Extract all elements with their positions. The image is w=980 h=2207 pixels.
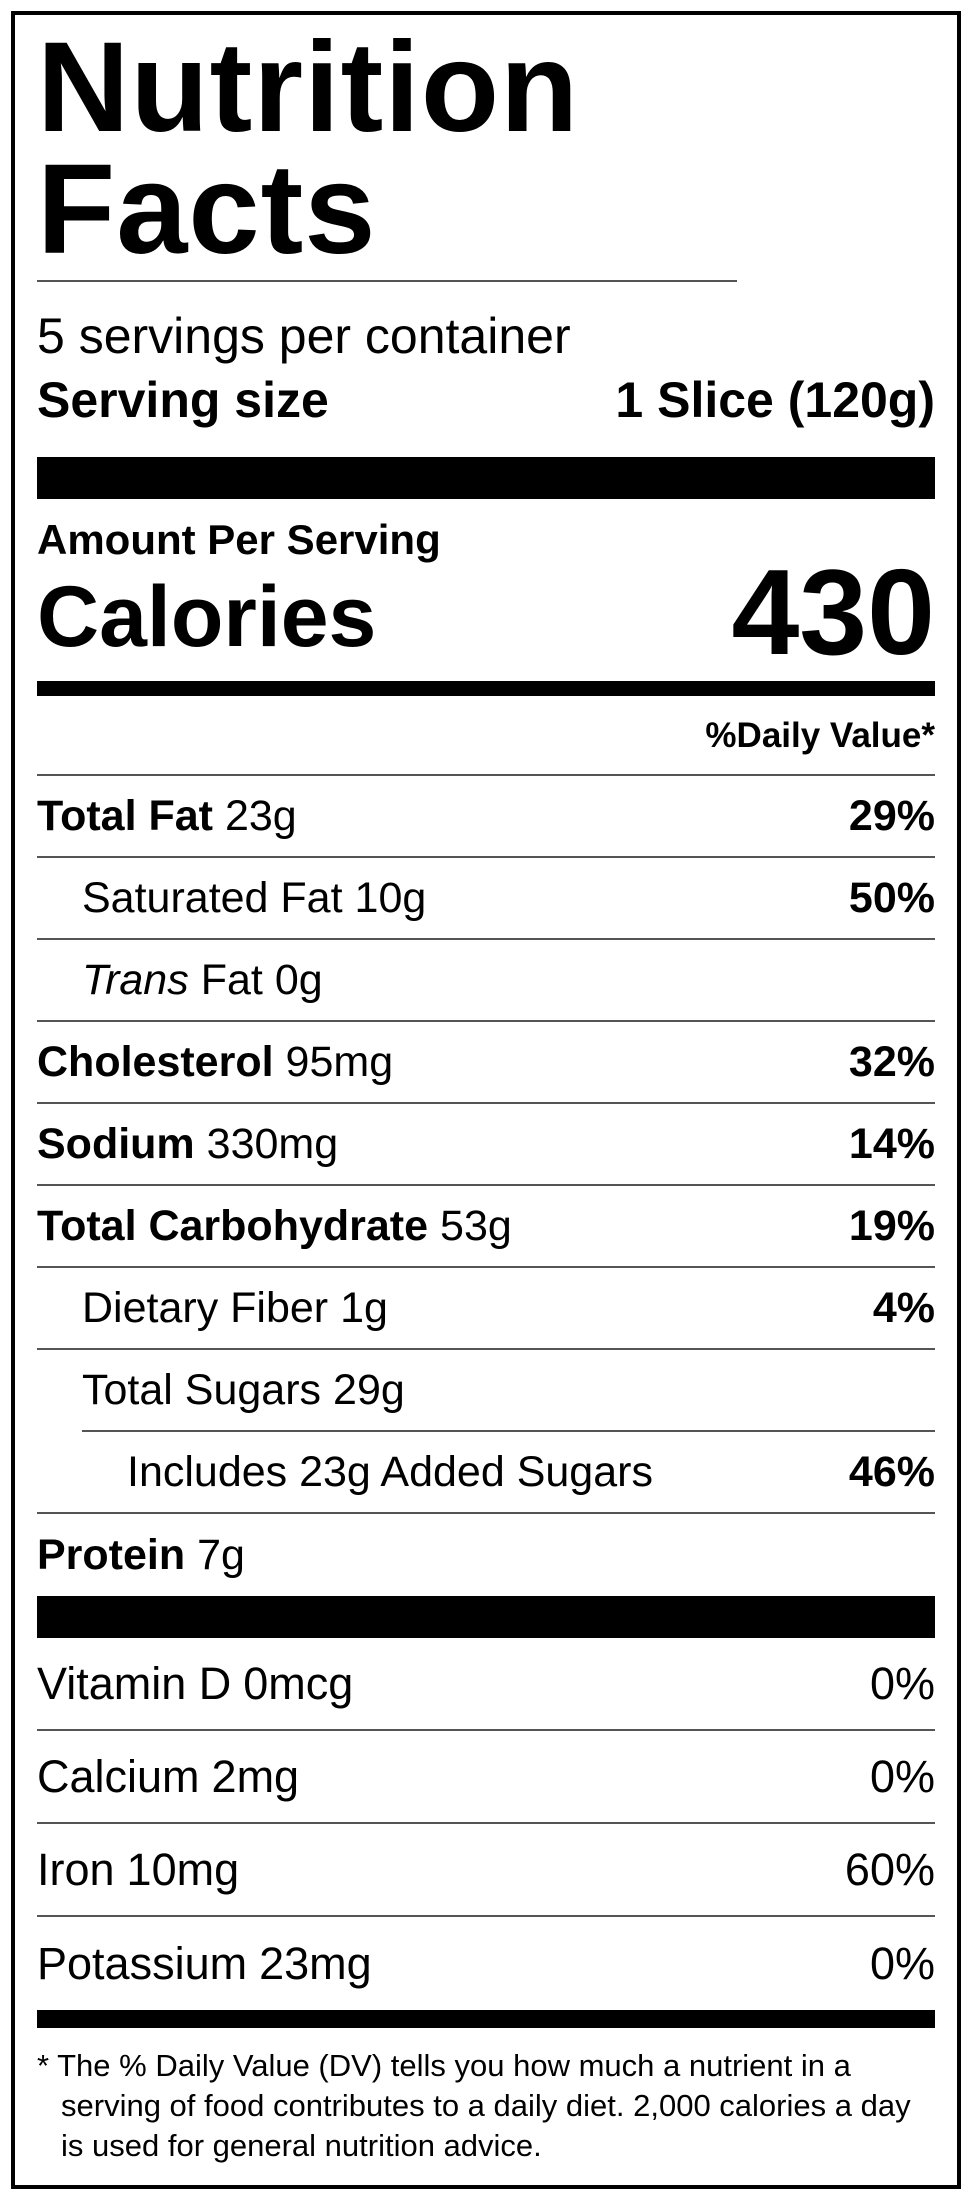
nutrient-name: Dietary Fiber (82, 1283, 329, 1332)
nutrient-text: Includes 23g Added Sugars (127, 1447, 653, 1496)
vitamin-name: Vitamin D (37, 1657, 232, 1709)
calories-label: Calories (37, 569, 377, 665)
nutrient-amount: 95mg (285, 1037, 394, 1086)
nutrient-amount: 330mg (206, 1119, 339, 1168)
calories-value: 430 (731, 544, 935, 680)
nutrient-amount: 0g (274, 955, 323, 1004)
nutrient-name: Cholesterol (37, 1037, 274, 1086)
nutrient-row: Total Carbohydrate 53g 19% (37, 1186, 935, 1268)
serving-info: 5 servings per container Serving size 1 … (37, 282, 935, 457)
serving-size-label: Serving size (37, 372, 329, 428)
serving-size-row: Serving size 1 Slice (120g) (37, 368, 935, 432)
daily-value: 14% (848, 1119, 935, 1168)
daily-value: 4% (872, 1283, 935, 1332)
servings-per-container: 5 servings per container (37, 308, 571, 364)
nutrient-row: Total Sugars 29g (82, 1350, 935, 1432)
serving-size-value: 1 Slice (120g) (615, 372, 935, 428)
nutrient-amount: 23g (224, 791, 297, 840)
nutrient-row: Includes 23g Added Sugars 46% (37, 1432, 935, 1514)
nutrient-name: Protein (37, 1530, 186, 1579)
calories-block: Amount Per Serving Calories 430 (37, 499, 935, 681)
footnote: * The % Daily Value (DV) tells you how m… (37, 2048, 911, 2163)
daily-value: 0% (869, 1937, 935, 1989)
nutrient-row: Protein 7g (37, 1514, 935, 1596)
amount-per-serving: Amount Per Serving (37, 516, 441, 563)
nutrient-amount: 53g (440, 1201, 512, 1250)
nutrient-amount: 7g (197, 1530, 245, 1579)
calories-row: Calories 430 (37, 551, 935, 673)
nutrient-row: Cholesterol 95mg 32% (37, 1022, 935, 1104)
nutrient-name-italic: Trans (82, 955, 189, 1004)
nutrient-row: Saturated Fat 10g 50% (37, 858, 935, 940)
vitamin-amount: 0mcg (243, 1657, 354, 1709)
nutrient-name: Fat (200, 955, 263, 1004)
nutrient-amount: 29g (333, 1365, 405, 1414)
daily-value: 60% (844, 1843, 935, 1895)
vitamin-name: Calcium (37, 1750, 200, 1802)
nutrient-name: Sodium (37, 1119, 195, 1168)
nutrient-row: Trans Fat 0g (37, 940, 935, 1022)
daily-value: 29% (848, 791, 935, 840)
vitamin-amount: 10mg (126, 1843, 240, 1895)
nutrient-amount: 10g (354, 873, 427, 922)
daily-value: 0% (869, 1750, 935, 1802)
medium-rule (37, 681, 935, 696)
nutrient-row: Sodium 330mg 14% (37, 1104, 935, 1186)
title: Nutrition Facts (37, 15, 737, 282)
sugars-wrap: Total Sugars 29g (37, 1350, 935, 1432)
nutrient-name: Saturated Fat (82, 873, 343, 922)
vitamin-row: Iron 10mg 60% (37, 1824, 935, 1917)
daily-value: 0% (869, 1657, 935, 1709)
medium-rule (37, 2010, 935, 2028)
daily-value: 19% (848, 1201, 935, 1250)
vitamin-amount: 23mg (259, 1937, 372, 1989)
vitamin-name: Iron (37, 1843, 115, 1895)
thick-rule (37, 457, 935, 499)
nutrient-name: Total Carbohydrate (37, 1201, 429, 1250)
vitamin-name: Potassium (37, 1937, 248, 1989)
daily-value: 32% (848, 1037, 935, 1086)
nutrient-name: Total Fat (37, 791, 213, 840)
nutrient-name: Total Sugars (82, 1365, 322, 1414)
daily-value-header: %Daily Value* (37, 696, 935, 776)
nutrition-label: Nutrition Facts 5 servings per container… (11, 11, 961, 2189)
vitamin-row: Calcium 2mg 0% (37, 1731, 935, 1824)
daily-value: 46% (848, 1447, 935, 1496)
vitamin-row: Vitamin D 0mcg 0% (37, 1638, 935, 1731)
vitamin-amount: 2mg (211, 1750, 300, 1802)
vitamin-row: Potassium 23mg 0% (37, 1917, 935, 2010)
daily-value: 50% (848, 873, 935, 922)
nutrient-row: Dietary Fiber 1g 4% (37, 1268, 935, 1350)
thick-rule (37, 1596, 935, 1638)
nutrient-row: Total Fat 23g 29% (37, 776, 935, 858)
nutrient-amount: 1g (340, 1283, 388, 1332)
